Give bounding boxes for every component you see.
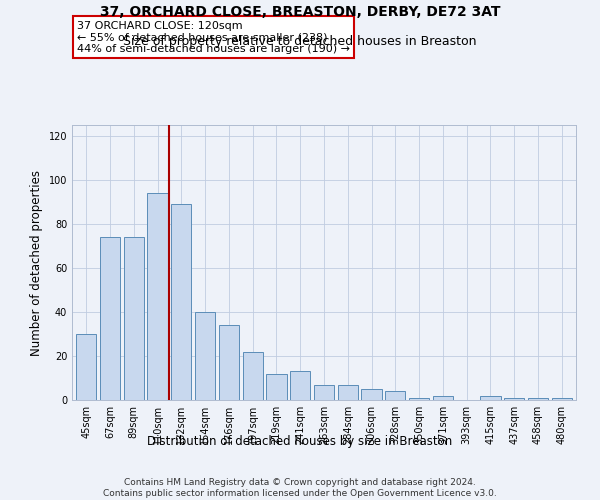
Bar [171, 204, 191, 400]
Text: Contains HM Land Registry data © Crown copyright and database right 2024.
Contai: Contains HM Land Registry data © Crown c… [103, 478, 497, 498]
Bar [195, 312, 215, 400]
Bar [338, 384, 358, 400]
Text: Distribution of detached houses by size in Breaston: Distribution of detached houses by size … [148, 435, 452, 448]
Bar [242, 352, 263, 400]
Bar [314, 384, 334, 400]
Bar [409, 398, 429, 400]
Text: 37 ORCHARD CLOSE: 120sqm
← 55% of detached houses are smaller (238)
44% of semi-: 37 ORCHARD CLOSE: 120sqm ← 55% of detach… [77, 20, 350, 54]
Text: Size of property relative to detached houses in Breaston: Size of property relative to detached ho… [123, 35, 477, 48]
Bar [290, 372, 310, 400]
Bar [219, 325, 239, 400]
Bar [76, 334, 97, 400]
Bar [361, 389, 382, 400]
Bar [551, 398, 572, 400]
Bar [528, 398, 548, 400]
Bar [100, 237, 120, 400]
Text: 37, ORCHARD CLOSE, BREASTON, DERBY, DE72 3AT: 37, ORCHARD CLOSE, BREASTON, DERBY, DE72… [100, 5, 500, 19]
Bar [504, 398, 524, 400]
Bar [433, 396, 453, 400]
Bar [481, 396, 500, 400]
Bar [148, 193, 167, 400]
Bar [266, 374, 287, 400]
Bar [124, 237, 144, 400]
Y-axis label: Number of detached properties: Number of detached properties [30, 170, 43, 356]
Bar [385, 391, 406, 400]
